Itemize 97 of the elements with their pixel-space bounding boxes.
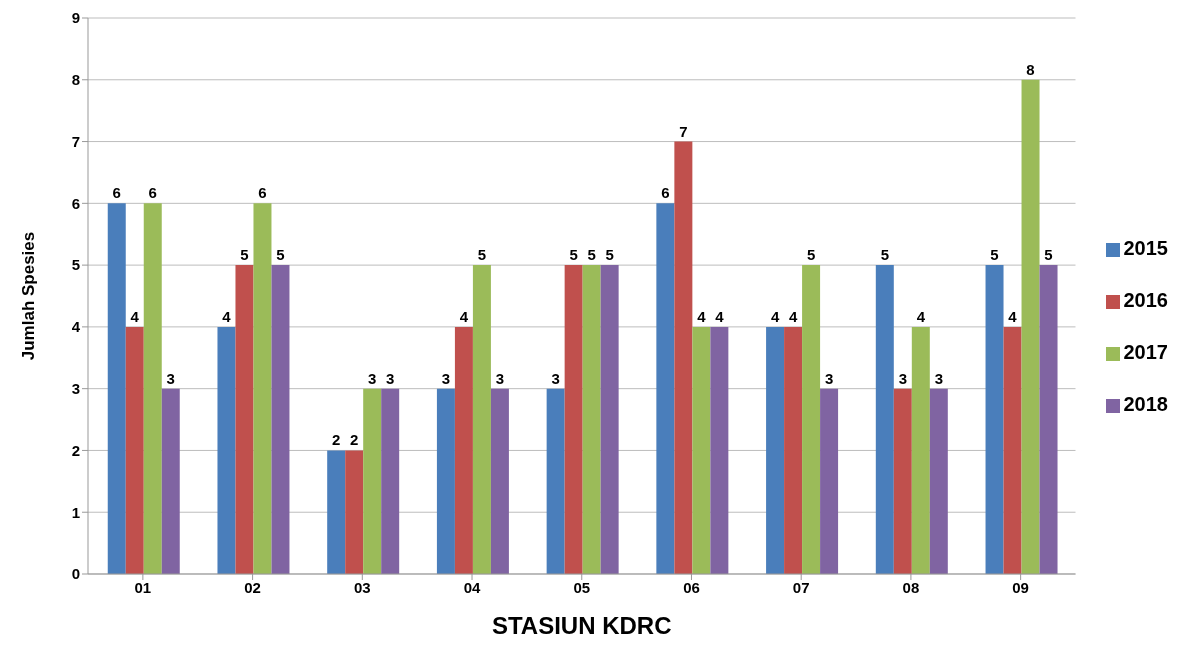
bar (692, 326, 711, 574)
bar (107, 203, 126, 574)
bar (766, 326, 785, 574)
data-label: 4 (697, 307, 707, 325)
bar (802, 265, 821, 574)
legend-label: 2017 (1123, 341, 1168, 363)
data-label: 2 (350, 431, 359, 449)
data-label: 3 (824, 369, 834, 387)
x-tick-label: 01 (134, 578, 152, 596)
bar (784, 326, 803, 574)
bar (546, 388, 565, 574)
y-tick-label: 1 (71, 503, 80, 521)
data-label: 3 (441, 369, 451, 387)
data-label: 3 (495, 369, 505, 387)
data-label: 4 (715, 307, 725, 325)
x-tick-label: 05 (573, 578, 591, 596)
bar (490, 388, 509, 574)
data-label: 5 (806, 246, 816, 264)
legend-label: 2016 (1123, 289, 1168, 311)
bar (564, 265, 583, 574)
bar (656, 203, 675, 574)
data-label: 4 (788, 307, 798, 325)
y-tick-label: 0 (71, 565, 80, 583)
x-tick-label: 09 (1012, 578, 1029, 596)
bar (600, 265, 619, 574)
data-label: 3 (166, 369, 175, 387)
x-axis-title: STASIUN KDRC (491, 612, 672, 639)
data-label: 5 (240, 246, 249, 264)
data-label: 5 (1044, 246, 1053, 264)
data-label: 7 (679, 122, 688, 140)
bar (271, 265, 290, 574)
bar (217, 326, 236, 574)
bar (472, 265, 491, 574)
data-label: 4 (770, 307, 780, 325)
data-label: 3 (551, 369, 560, 387)
data-label: 4 (130, 307, 140, 325)
bar (674, 141, 693, 574)
data-label: 5 (587, 246, 596, 264)
bar (820, 388, 839, 574)
data-label: 3 (386, 369, 395, 387)
data-label: 6 (661, 184, 670, 202)
data-label: 5 (569, 246, 578, 264)
y-axis-title: Jumlah Spesies (19, 231, 39, 361)
data-label: 3 (898, 369, 907, 387)
bar (381, 388, 400, 574)
bar (710, 326, 729, 574)
data-label: 5 (990, 246, 999, 264)
bar (125, 326, 144, 574)
bar (235, 265, 254, 574)
data-label: 2 (332, 431, 341, 449)
y-tick-label: 2 (71, 441, 80, 459)
data-label: 5 (477, 246, 487, 264)
data-label: 4 (916, 307, 926, 325)
legend-label: 2018 (1123, 393, 1168, 415)
data-label: 6 (258, 184, 267, 202)
data-label: 6 (148, 184, 157, 202)
legend-label: 2015 (1123, 237, 1168, 259)
data-label: 5 (880, 246, 889, 264)
y-tick-label: 8 (71, 71, 80, 89)
data-label: 5 (605, 246, 614, 264)
bar (1003, 326, 1022, 574)
y-tick-label: 4 (71, 318, 81, 336)
data-label: 6 (112, 184, 121, 202)
bar (161, 388, 180, 574)
y-tick-label: 9 (71, 9, 80, 27)
y-tick-label: 7 (71, 132, 80, 150)
bar (911, 326, 930, 574)
x-tick-label: 08 (902, 578, 920, 596)
data-label: 4 (222, 307, 232, 325)
bar (454, 326, 473, 574)
bar (582, 265, 601, 574)
bar (1039, 265, 1058, 574)
bar (345, 450, 364, 574)
bar (985, 265, 1004, 574)
x-tick-label: 04 (463, 578, 482, 596)
x-tick-label: 03 (353, 578, 371, 596)
x-tick-label: 06 (683, 578, 700, 596)
bar (436, 388, 455, 574)
y-tick-label: 6 (71, 194, 80, 212)
bar (327, 450, 346, 574)
data-label: 4 (1008, 307, 1018, 325)
bar (363, 388, 382, 574)
bar (253, 203, 272, 574)
bar (875, 265, 894, 574)
data-label: 4 (459, 307, 469, 325)
data-label: 3 (368, 369, 377, 387)
bar (929, 388, 948, 574)
bar (893, 388, 912, 574)
data-label: 3 (934, 369, 943, 387)
bar (143, 203, 162, 574)
bar (1021, 79, 1040, 574)
y-tick-label: 3 (71, 379, 80, 397)
data-label: 8 (1026, 60, 1035, 78)
x-tick-label: 07 (792, 578, 810, 596)
y-tick-label: 5 (71, 256, 80, 274)
data-label: 5 (276, 246, 285, 264)
x-tick-label: 02 (244, 578, 261, 596)
